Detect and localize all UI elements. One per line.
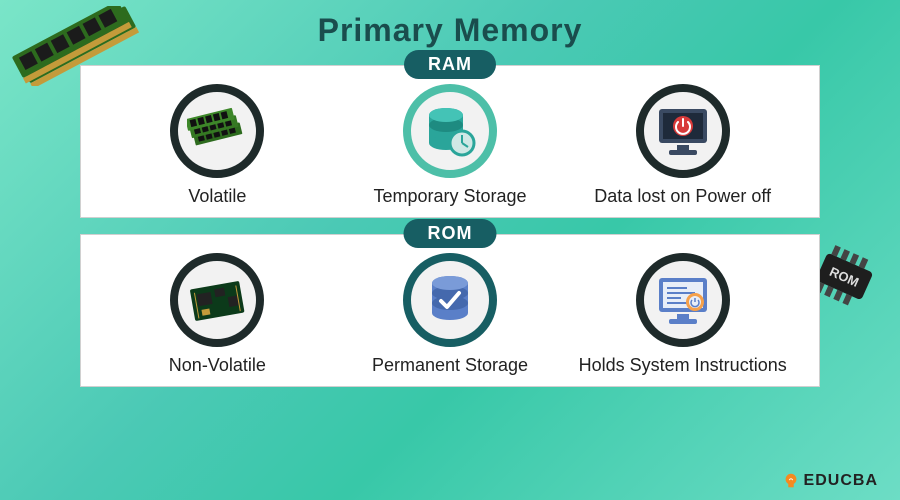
rom-item-instructions: Holds System Instructions	[566, 253, 799, 376]
brand-logo: EDUCBA	[782, 472, 878, 490]
ram-item-volatile: Volatile	[101, 84, 334, 207]
ram-row: Volatile Temporary Storage	[81, 84, 819, 207]
ram-badge: RAM	[404, 50, 496, 79]
ram-panel: RAM Volatile	[80, 65, 820, 218]
ram-item-label: Temporary Storage	[373, 186, 526, 207]
db-clock-icon	[403, 84, 497, 178]
rom-item-label: Non-Volatile	[169, 355, 266, 376]
rom-item-nonvolatile: Non-Volatile	[101, 253, 334, 376]
ram-item-poweroff: Data lost on Power off	[566, 84, 799, 207]
ram-item-label: Data lost on Power off	[594, 186, 771, 207]
ram-item-label: Volatile	[188, 186, 246, 207]
monitor-code-icon	[636, 253, 730, 347]
ram-sticks-icon	[170, 84, 264, 178]
db-check-icon	[403, 253, 497, 347]
brand-text: EDUCBA	[804, 472, 878, 490]
monitor-power-icon	[636, 84, 730, 178]
circuit-board-icon	[170, 253, 264, 347]
ram-item-temporary: Temporary Storage	[334, 84, 567, 207]
rom-item-label: Permanent Storage	[372, 355, 528, 376]
rom-item-label: Holds System Instructions	[579, 355, 787, 376]
rom-item-permanent: Permanent Storage	[334, 253, 567, 376]
rom-row: Non-Volatile Permanent Storage	[81, 253, 819, 376]
bulb-icon	[782, 472, 800, 490]
rom-badge: ROM	[404, 219, 497, 248]
rom-panel: ROM Non-Volatile	[80, 234, 820, 387]
